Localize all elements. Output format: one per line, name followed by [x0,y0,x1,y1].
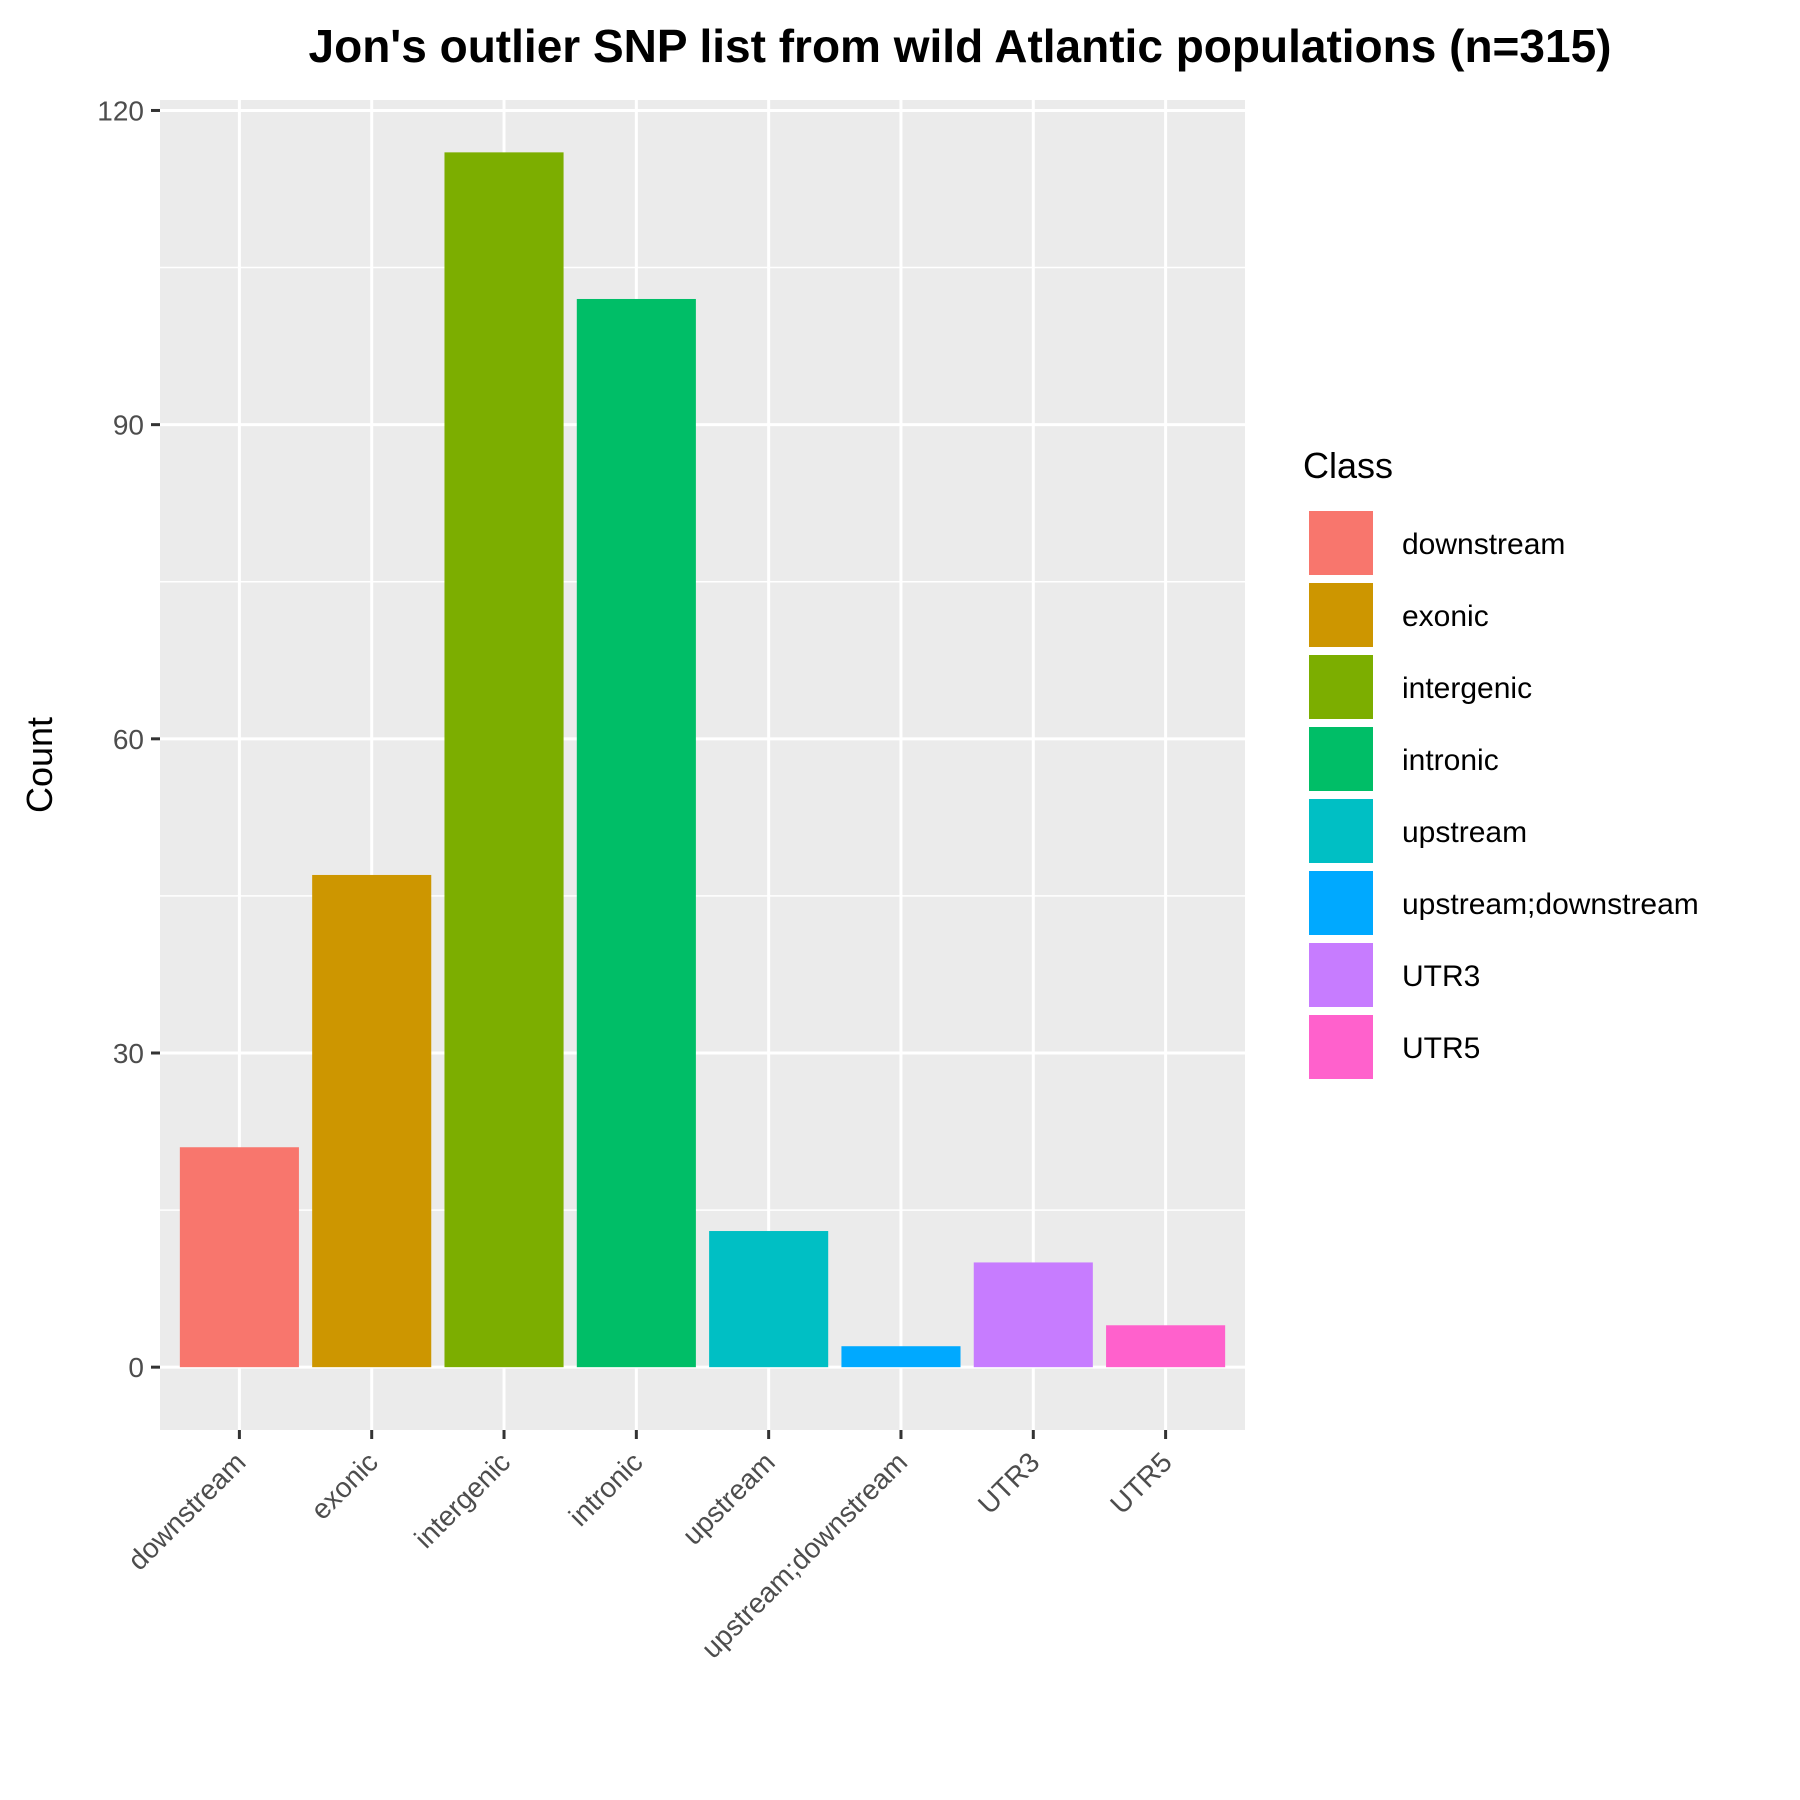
legend: Class downstream exonic intergenic intronic… [1303,445,1699,1081]
bar-utr3 [973,1262,1093,1368]
legend-label: UTR5 [1402,1032,1480,1065]
bar-upstream [709,1231,829,1368]
x-tick-label: upstream [676,1446,780,1550]
legend-label: upstream [1402,816,1527,849]
x-tick-label: UTR3 [972,1446,1046,1520]
x-axis: downstream exonic intergenic intronic upstre… [122,1430,1178,1664]
bar-downstream [179,1147,299,1368]
bar-intergenic [444,152,564,1368]
bars [179,152,1226,1368]
y-tick-label: 30 [113,1038,144,1069]
x-tick-label: exonic [305,1446,384,1525]
x-tick-label: intergenic [408,1446,516,1554]
bar-intronic [576,298,696,1368]
y-tick-label: 60 [113,724,144,755]
legend-label: exonic [1402,600,1489,633]
legend-key [1307,797,1375,865]
legend-label: UTR3 [1402,960,1480,993]
legend-label: upstream;downstream [1402,888,1699,921]
legend-label: downstream [1402,528,1565,561]
legend-key [1307,581,1375,649]
bar-exonic [312,874,432,1368]
legend-key [1307,1013,1375,1081]
chart-title: Jon's outlier SNP list from wild Atlanti… [309,20,1612,72]
x-tick-label: UTR5 [1104,1446,1178,1520]
y-tick-label: 120 [97,95,144,126]
bar-utr5 [1106,1325,1226,1368]
legend-label: intronic [1402,744,1499,777]
y-axis-title: Count [19,717,60,813]
legend-key [1307,509,1375,577]
y-tick-label: 90 [113,410,144,441]
legend-key [1307,941,1375,1009]
legend-key [1307,869,1375,937]
bar-upstream-downstream [841,1346,961,1368]
legend-key [1307,653,1375,721]
y-axis: 0 30 60 90 120 [97,95,160,1383]
y-tick-label: 0 [128,1352,144,1383]
legend-title: Class [1303,445,1393,486]
legend-key [1307,725,1375,793]
x-tick-label: downstream [122,1446,252,1576]
x-tick-label: intronic [563,1446,649,1532]
legend-label: intergenic [1402,672,1532,705]
